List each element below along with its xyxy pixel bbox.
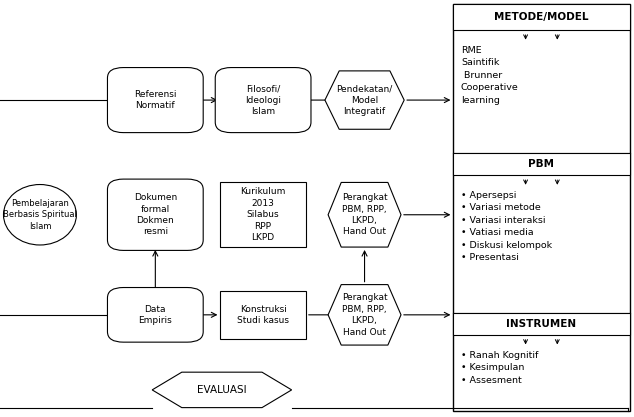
Text: Referensi
Normatif: Referensi Normatif bbox=[134, 90, 177, 111]
Text: INSTRUMEN: INSTRUMEN bbox=[507, 319, 576, 329]
FancyBboxPatch shape bbox=[107, 68, 203, 133]
Text: Kurikulum
2013
Silabus
RPP
LKPD: Kurikulum 2013 Silabus RPP LKPD bbox=[240, 187, 286, 242]
Bar bbox=[453, 4, 630, 30]
Text: METODE/MODEL: METODE/MODEL bbox=[494, 12, 589, 22]
Polygon shape bbox=[328, 284, 401, 345]
Bar bbox=[221, 291, 306, 339]
FancyBboxPatch shape bbox=[215, 68, 311, 133]
Text: Perangkat
PBM, RPP,
LKPD,
Hand Out: Perangkat PBM, RPP, LKPD, Hand Out bbox=[342, 293, 387, 337]
Text: Pendekatan/
Model
Integratif: Pendekatan/ Model Integratif bbox=[337, 84, 392, 116]
Bar bbox=[453, 153, 630, 175]
Text: Pembelajaran
Berbasis Spiritual
Islam: Pembelajaran Berbasis Spiritual Islam bbox=[3, 199, 77, 231]
FancyBboxPatch shape bbox=[107, 288, 203, 342]
Text: RME
Saintifik
 Brunner
Cooperative
learning: RME Saintifik Brunner Cooperative learni… bbox=[461, 46, 519, 105]
Text: EVALUASI: EVALUASI bbox=[197, 385, 247, 395]
Polygon shape bbox=[325, 71, 404, 129]
Text: Data
Empiris: Data Empiris bbox=[138, 304, 172, 325]
Text: Filosofi/
Ideologi
Islam: Filosofi/ Ideologi Islam bbox=[245, 84, 281, 116]
Text: Dokumen
formal
Dokmen
resmi: Dokumen formal Dokmen resmi bbox=[134, 193, 177, 236]
Text: Perangkat
PBM, RPP,
LKPD,
Hand Out: Perangkat PBM, RPP, LKPD, Hand Out bbox=[342, 193, 387, 236]
Text: Konstruksi
Studi kasus: Konstruksi Studi kasus bbox=[237, 304, 289, 325]
Text: • Ranah Kognitif
• Kesimpulan
• Assesment: • Ranah Kognitif • Kesimpulan • Assesmen… bbox=[461, 351, 538, 385]
Polygon shape bbox=[152, 372, 292, 408]
Ellipse shape bbox=[4, 184, 76, 245]
Bar bbox=[221, 183, 306, 247]
Polygon shape bbox=[328, 183, 401, 247]
Bar bbox=[453, 4, 630, 411]
FancyBboxPatch shape bbox=[107, 179, 203, 250]
Text: • Apersepsi
• Variasi metode
• Variasi interaksi
• Vatiasi media
• Diskusi kelom: • Apersepsi • Variasi metode • Variasi i… bbox=[461, 191, 552, 262]
Text: PBM: PBM bbox=[528, 159, 555, 169]
Bar bbox=[453, 313, 630, 335]
